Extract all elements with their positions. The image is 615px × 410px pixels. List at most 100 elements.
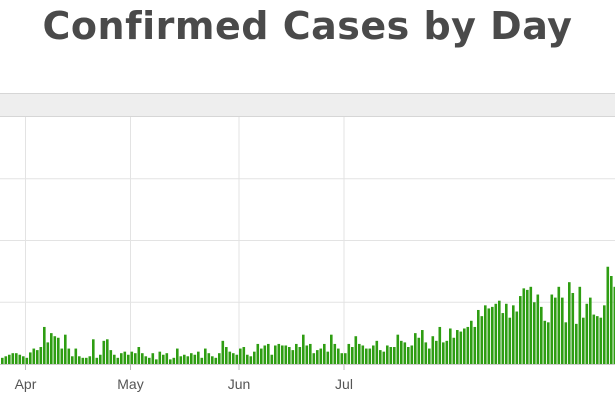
- bar-61: [214, 357, 218, 364]
- bar-21: [74, 348, 78, 364]
- bar-78: [274, 345, 277, 364]
- bar-158: [554, 297, 557, 364]
- bar-57: [200, 357, 204, 364]
- bar-140: [491, 306, 494, 364]
- bar-169: [592, 314, 596, 364]
- bar-167: [585, 303, 589, 364]
- bar-137: [480, 316, 484, 364]
- bar-129: [452, 337, 456, 364]
- bar-66: [232, 353, 235, 364]
- bar-7: [25, 357, 29, 364]
- bar-113: [396, 334, 400, 364]
- bar-132: [463, 328, 466, 364]
- bar-145: [508, 317, 512, 364]
- bar-100: [351, 347, 354, 364]
- bar-150: [526, 289, 529, 364]
- bar-99: [347, 343, 351, 364]
- bar-143: [501, 313, 505, 364]
- bar-48: [169, 359, 172, 364]
- bar-162: [568, 282, 571, 364]
- bar-80: [281, 345, 284, 364]
- bar-122: [428, 348, 431, 364]
- bar-121: [424, 342, 428, 364]
- bar-154: [540, 306, 543, 364]
- bar-38: [134, 353, 137, 364]
- bar-95: [333, 343, 337, 364]
- chart-toolbar-band: [0, 93, 615, 117]
- bar-157: [550, 294, 554, 364]
- bar-75: [263, 345, 267, 364]
- bar-130: [456, 330, 459, 364]
- bar-58: [204, 348, 207, 364]
- bar-27: [95, 357, 99, 364]
- bar-92: [323, 343, 326, 364]
- bar-47: [165, 353, 169, 364]
- bar-37: [130, 351, 134, 364]
- bar-120: [421, 330, 424, 364]
- x-tick-label-jul: Jul: [335, 376, 353, 392]
- bar-70: [246, 354, 249, 364]
- bar-166: [582, 317, 585, 364]
- bar-146: [512, 305, 515, 364]
- bar-55: [193, 354, 197, 364]
- bar-112: [393, 347, 396, 364]
- bar-26: [92, 339, 95, 364]
- bar-2: [8, 354, 11, 364]
- bar-19: [67, 348, 71, 364]
- bar-71: [249, 356, 253, 364]
- bar-93: [326, 351, 330, 364]
- bar-0: [1, 357, 4, 364]
- bar-165: [578, 286, 582, 364]
- bar-12: [43, 326, 46, 364]
- bar-59: [207, 353, 211, 364]
- chart-grid: [0, 117, 615, 364]
- bar-28: [99, 354, 102, 364]
- bar-133: [466, 326, 470, 364]
- bar-126: [442, 342, 445, 364]
- chart-bars: [0, 266, 615, 365]
- bar-87: [305, 345, 309, 364]
- bar-18: [64, 334, 67, 364]
- bar-13: [46, 342, 50, 364]
- bar-97: [340, 353, 344, 364]
- bar-79: [277, 343, 281, 364]
- bar-33: [116, 357, 120, 364]
- bar-115: [403, 342, 407, 364]
- bar-168: [589, 297, 592, 364]
- bar-77: [270, 354, 274, 364]
- bar-82: [288, 347, 291, 364]
- bar-103: [361, 345, 365, 364]
- bar-83: [291, 350, 295, 364]
- bar-111: [389, 347, 393, 364]
- bar-90: [316, 350, 319, 364]
- bar-35: [123, 351, 127, 364]
- bar-30: [106, 339, 109, 364]
- bar-114: [400, 340, 403, 364]
- bar-50: [176, 348, 179, 364]
- bar-32: [113, 354, 116, 364]
- bar-147: [515, 311, 519, 364]
- bar-171: [599, 317, 603, 364]
- bar-138: [484, 305, 487, 364]
- bar-49: [172, 357, 176, 364]
- bar-44: [155, 359, 158, 364]
- bar-23: [81, 357, 85, 364]
- bar-60: [211, 356, 214, 364]
- bar-98: [344, 353, 347, 364]
- bar-173: [606, 266, 610, 364]
- bar-76: [267, 343, 270, 364]
- bar-22: [78, 356, 81, 364]
- bar-174: [610, 276, 613, 364]
- bar-152: [533, 302, 536, 364]
- bar-14: [50, 333, 53, 365]
- bar-65: [228, 351, 232, 364]
- bar-131: [459, 331, 463, 364]
- bar-142: [498, 300, 501, 364]
- bar-105: [368, 348, 372, 364]
- chart-title: Confirmed Cases by Day: [42, 4, 573, 48]
- bar-54: [190, 353, 193, 364]
- bar-170: [596, 316, 599, 364]
- bar-125: [438, 326, 442, 364]
- bar-172: [603, 305, 606, 364]
